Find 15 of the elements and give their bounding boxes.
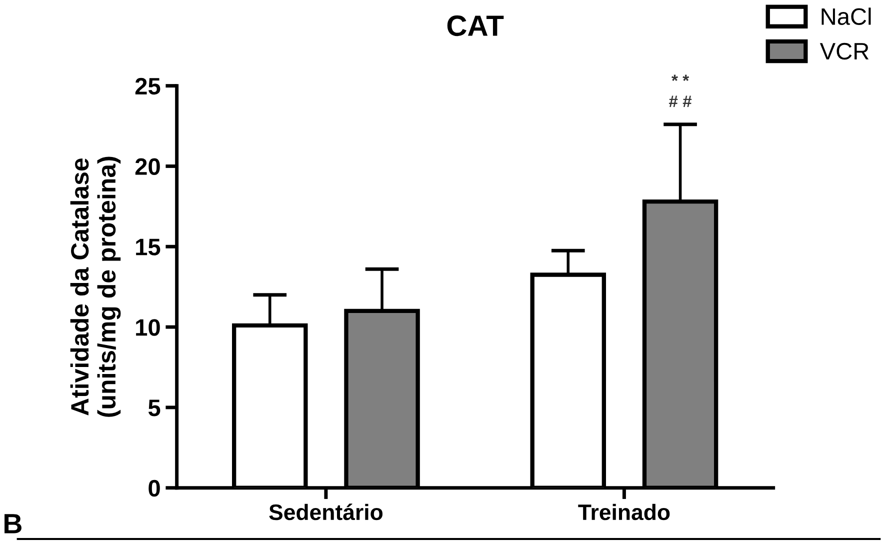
- text: * *: [672, 74, 690, 81]
- y-tick-label: 0: [148, 480, 160, 497]
- y-tick-label: 5: [148, 400, 160, 416]
- y-tick-label: 10: [136, 319, 160, 336]
- y-tick-label: 25: [135, 78, 160, 95]
- y-axis-title: Atividade da Catalase (units/mg de proteina): [70, 156, 121, 417]
- text: B: [4, 514, 22, 534]
- legend-label: NaCl: [822, 8, 871, 25]
- y-tick-label: 20: [135, 158, 160, 175]
- legend-label: VCR: [820, 42, 869, 60]
- y-tick-label: 15: [136, 238, 160, 256]
- chart-title: CAT: [447, 15, 504, 36]
- x-tick-label: Sedentário: [269, 504, 382, 520]
- annotation: # #: [668, 96, 692, 108]
- x-tick-label: Treinado: [578, 504, 670, 520]
